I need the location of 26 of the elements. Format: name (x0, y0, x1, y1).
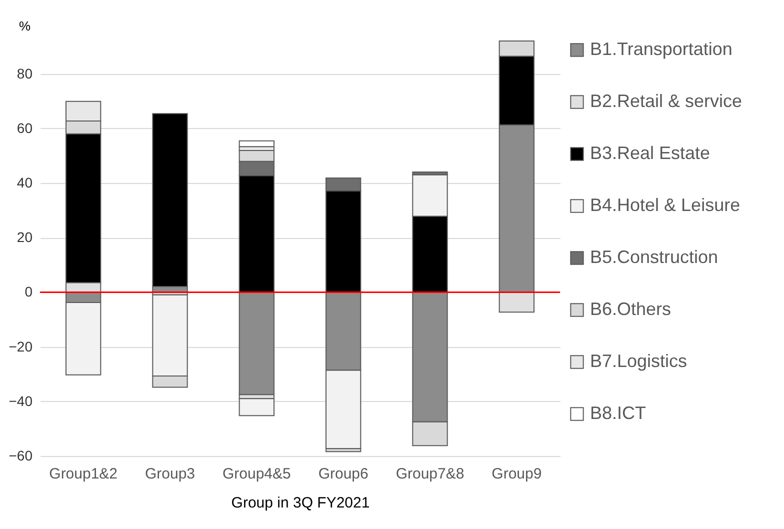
legend-label: B4.Hotel & Leisure (590, 195, 740, 215)
y-tick-label: 80 (16, 65, 33, 82)
y-tick-label: −60 (8, 448, 33, 464)
x-tick-label: Group7&8 (396, 466, 464, 482)
y-tick-label: 40 (16, 174, 33, 190)
legend-label: B8.ICT (590, 403, 646, 423)
x-axis-title: Group in 3Q FY2021 (231, 494, 370, 512)
x-tick-label: Group3 (144, 466, 196, 482)
bar (238, 398, 274, 416)
y-tick-label: 20 (16, 229, 33, 246)
legend-label: B6.Others (590, 299, 672, 319)
legend-label: B7.Logistics (590, 351, 688, 371)
legend-label: B5.Construction (590, 247, 718, 267)
x-tick-label: Group9 (492, 466, 542, 482)
x-tick-label: Group1&2 (49, 466, 118, 482)
legend-label: B2.Retail & service (590, 91, 742, 111)
bar (238, 140, 274, 148)
y-tick-label: 60 (16, 120, 33, 136)
y-tick-label: 0 (24, 284, 33, 300)
x-tick-label: Group4&5 (222, 466, 291, 482)
legend-label: B1.Transportation (590, 39, 732, 59)
y-tick-label: −20 (8, 338, 33, 354)
legend-label: B3.Real Estate (590, 143, 710, 163)
x-tick-label: Group6 (318, 466, 368, 482)
y-tick-label: −40 (8, 392, 33, 409)
y-axis-title: % (18, 18, 31, 34)
